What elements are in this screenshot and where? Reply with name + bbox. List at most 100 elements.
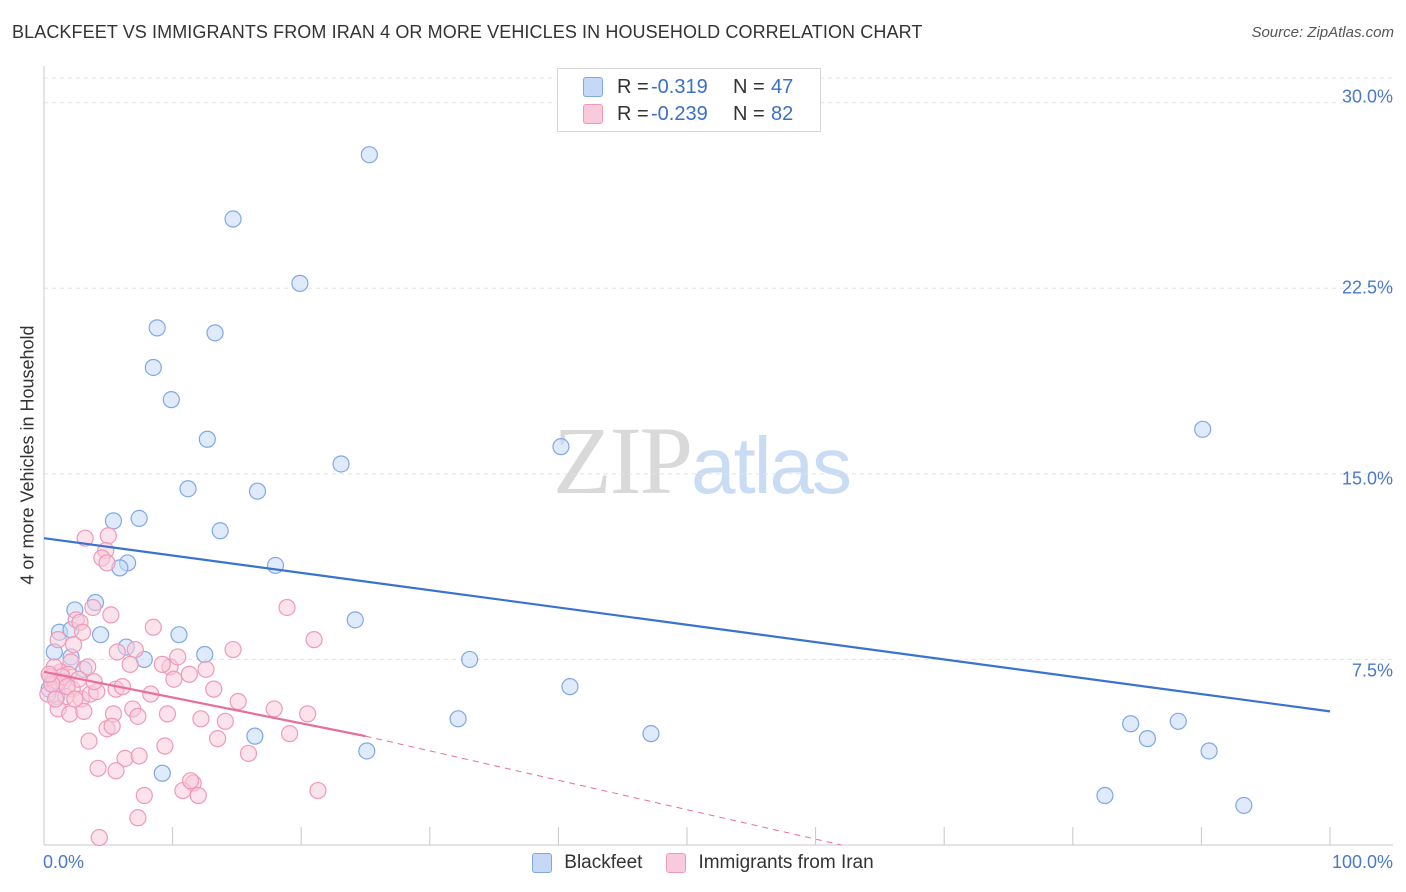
series-label-iran: Immigrants from Iran: [698, 852, 874, 873]
iran-point: [108, 643, 126, 661]
blackfeet-point: [461, 650, 479, 669]
blackfeet-point: [1235, 796, 1253, 815]
blackfeet-point: [246, 727, 264, 745]
blackfeet-point: [1194, 420, 1212, 438]
iran-point: [126, 640, 144, 659]
series-label-blackfeet: Blackfeet: [564, 852, 643, 873]
iran-point: [75, 702, 93, 720]
legend-row-iran: R = -0.239 N = 82: [558, 101, 793, 127]
iran-point: [129, 707, 147, 725]
iran-point: [169, 648, 187, 666]
iran-point: [265, 700, 283, 718]
iran-point: [165, 670, 183, 688]
blackfeet-point: [561, 678, 579, 696]
blackfeet-point: [196, 645, 214, 664]
legend-n-value: 47: [771, 75, 794, 98]
blackfeet-point: [104, 512, 123, 530]
iran-point: [49, 631, 67, 649]
iran-point: [192, 710, 210, 728]
blackfeet-point: [148, 319, 166, 337]
blackfeet-point: [332, 455, 350, 473]
iran-point: [156, 737, 174, 755]
series-legend-blackfeet[interactable]: Blackfeet: [532, 852, 642, 874]
series-swatch-blackfeet: [532, 853, 553, 873]
legend-swatch-blackfeet: [583, 77, 603, 97]
iran-point: [80, 732, 98, 750]
iran-point: [90, 828, 108, 847]
iran-point: [107, 762, 125, 780]
iran-point: [102, 606, 120, 624]
iran-point: [299, 705, 317, 723]
legend-r-value: -0.239: [651, 102, 708, 125]
iran-point: [79, 658, 97, 676]
blackfeet-point: [198, 430, 216, 448]
chart-source: Source: ZipAtlas.com: [1251, 24, 1394, 41]
iran-point: [278, 598, 296, 617]
legend-n-label: N =: [733, 102, 765, 125]
blackfeet-point: [1200, 742, 1218, 760]
iran-point: [144, 618, 162, 636]
blackfeet-point: [179, 480, 197, 498]
blackfeet-point: [360, 146, 378, 164]
iran-point: [103, 717, 121, 735]
legend-row-blackfeet: R = -0.319 N = 47: [558, 74, 793, 100]
blackfeet-point: [642, 725, 660, 743]
blackfeet-trend-line: [43, 537, 1331, 713]
iran-point: [64, 635, 83, 654]
blackfeet-point: [170, 626, 188, 644]
legend-r-label: R =: [617, 75, 649, 98]
iran-point: [182, 772, 200, 790]
iran-point: [153, 655, 171, 673]
iran-point: [224, 640, 242, 659]
iran-point: [99, 527, 117, 545]
iran-point: [205, 680, 223, 698]
y-axis-label: 4 or more Vehicles in Household: [17, 325, 38, 585]
blackfeet-point: [358, 742, 376, 760]
blackfeet-point: [153, 764, 171, 782]
iran-point: [61, 705, 79, 723]
iran-point: [309, 781, 327, 800]
y-tick-label: 7.5%: [1351, 660, 1393, 681]
iran-point: [73, 623, 92, 641]
iran-point: [58, 678, 76, 696]
iran-point: [281, 725, 299, 743]
series-legend-iran[interactable]: Immigrants from Iran: [666, 852, 874, 874]
iran-trend-line: [43, 670, 366, 738]
iran-point: [216, 712, 234, 730]
blackfeet-point: [162, 391, 180, 409]
blackfeet-point: [248, 482, 267, 500]
legend-n-label: N =: [733, 75, 765, 98]
legend-swatch-iran: [583, 104, 603, 124]
iran-trend-extension: [365, 735, 842, 846]
iran-point: [305, 631, 323, 649]
iran-point: [189, 786, 207, 805]
x-tick-label-max: 100.0%: [1331, 852, 1393, 872]
iran-point: [121, 655, 139, 673]
blackfeet-point: [552, 438, 570, 456]
legend-n-value: 82: [771, 102, 794, 125]
blackfeet-point: [1096, 786, 1114, 805]
y-tick-label: 22.5%: [1341, 277, 1393, 298]
iran-point: [129, 809, 147, 827]
blackfeet-point: [144, 358, 162, 377]
series-swatch-iran: [666, 853, 687, 873]
y-tick-label: 15.0%: [1341, 468, 1393, 489]
iran-point: [89, 759, 107, 777]
iran-point: [229, 692, 247, 711]
iran-point: [66, 690, 84, 708]
y-tick-label: 30.0%: [1341, 86, 1393, 107]
series-legend: Blackfeet Immigrants from Iran: [0, 852, 1406, 874]
chart-title: BLACKFEET VS IMMIGRANTS FROM IRAN 4 OR M…: [12, 22, 923, 42]
iran-point: [135, 786, 153, 805]
blackfeet-point: [211, 522, 229, 540]
iran-point: [46, 690, 65, 708]
iran-point: [239, 744, 258, 763]
blackfeet-point: [291, 274, 309, 292]
iran-point: [197, 660, 215, 678]
blackfeet-point: [224, 210, 242, 228]
legend-r-label: R =: [617, 102, 649, 125]
blackfeet-point: [91, 626, 110, 644]
blackfeet-point: [449, 710, 467, 728]
